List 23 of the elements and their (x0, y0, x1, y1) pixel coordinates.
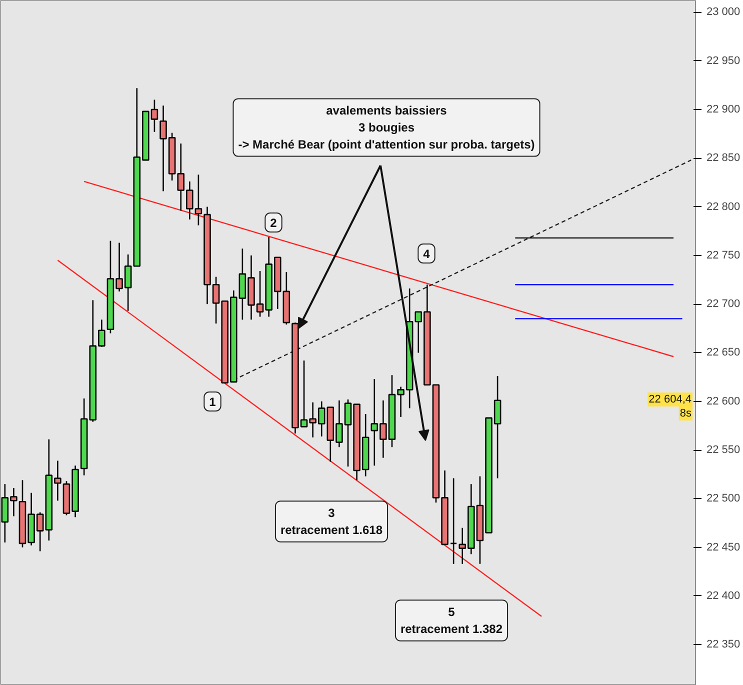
annotation: 1 (209, 395, 216, 409)
annotation: avalements baissiers 3 bougies -> Marché Bear (point d'attention sur proba. targets) (238, 104, 535, 152)
y-tick-label: 22 500 (706, 492, 740, 505)
annotation: 8s (680, 408, 692, 420)
y-tick-label: 22 700 (706, 298, 740, 310)
annotation: 22 604,4 (648, 394, 692, 406)
y-tick-label: 23 000 (706, 6, 740, 18)
y-tick-label: 22 650 (706, 346, 740, 359)
y-tick-label: 22 550 (706, 444, 740, 456)
annotation: 2 (270, 216, 278, 230)
y-tick-label: 22 850 (706, 152, 740, 164)
y-tick-label: 22 400 (706, 590, 740, 602)
y-tick-label: 22 450 (706, 541, 740, 554)
y-tick-label: 22 800 (706, 200, 740, 213)
annotation: 4 (423, 247, 430, 261)
annotation: 5 retracement 1.382 (400, 605, 503, 636)
y-tick-label: 22 750 (706, 249, 740, 262)
y-tick-label: 22 600 (706, 395, 740, 408)
annotation: 3 retracement 1.618 (280, 506, 383, 537)
y-tick-label: 22 950 (706, 54, 740, 67)
y-tick-label: 22 350 (706, 638, 740, 651)
candlestick (450, 478, 458, 565)
y-tick-label: 22 900 (706, 103, 740, 116)
